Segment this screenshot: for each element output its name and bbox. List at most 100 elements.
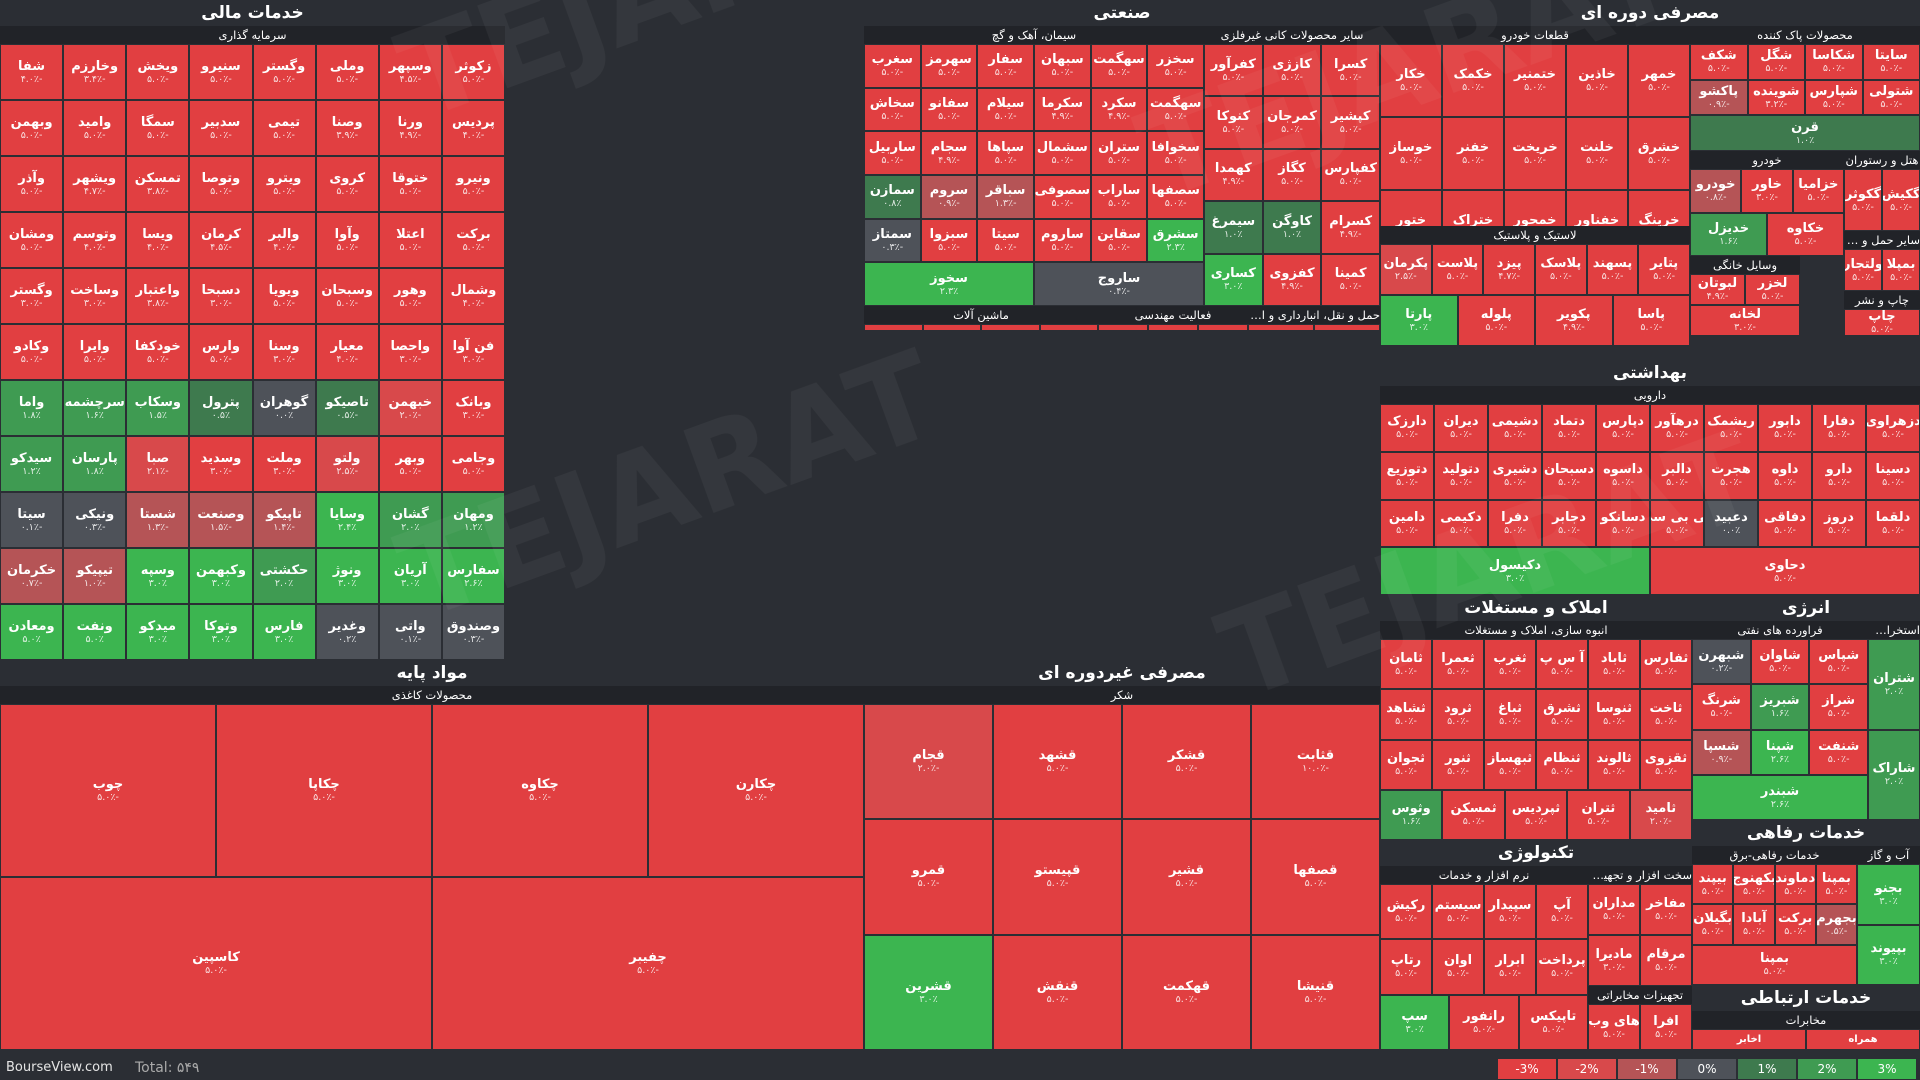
stock-tile[interactable]: ونیرو -۵.۰٪	[441, 156, 505, 212]
stock-tile[interactable]: وملت -۳.۰٪	[252, 436, 316, 492]
stock-tile[interactable]: وسکاب ۱.۵٪	[126, 380, 190, 436]
stock-tile[interactable]: کفپارس -۵.۰٪	[1321, 148, 1380, 202]
stock-tile[interactable]: سیتا -۰.۱٪	[0, 492, 64, 548]
stock-tile[interactable]: ثبهساز -۵.۰٪	[1484, 739, 1536, 790]
stock-tile[interactable]: قنقش -۵.۰٪	[993, 934, 1122, 1050]
stock-tile[interactable]: واما ۱.۸٪	[0, 380, 64, 436]
stock-tile[interactable]: پاسا -۵.۰٪	[1612, 295, 1690, 346]
stock-tile[interactable]: شفا -۴.۰٪	[0, 44, 64, 100]
stock-tile[interactable]: بپیوند ۳.۰٪	[1857, 924, 1920, 985]
stock-tile[interactable]: خکمک -۵.۰٪	[1442, 44, 1504, 117]
stock-tile[interactable]: سکرما -۴.۹٪	[1033, 87, 1091, 132]
stock-tile[interactable]: دسبحان -۵.۰٪	[1542, 451, 1596, 500]
stock-tile[interactable]: سصوفی -۵.۰٪	[1033, 174, 1091, 219]
stock-tile[interactable]: خکاوه -۵.۰٪	[1767, 212, 1844, 256]
stock-tile[interactable]: واتی -۰.۱٪	[378, 604, 442, 660]
stock-tile[interactable]: دالبر -۵.۰٪	[1650, 451, 1704, 500]
stock-tile[interactable]: حکشتی ۲.۰٪	[252, 548, 316, 604]
stock-tile[interactable]: ثنظام -۵.۰٪	[1536, 739, 1588, 790]
stock-tile[interactable]: ونیکی -۰.۳٪	[63, 492, 127, 548]
stock-tile[interactable]: سروم -۰.۹٪	[920, 174, 978, 219]
stock-tile[interactable]: وگستر -۵.۰٪	[252, 44, 316, 100]
stock-tile[interactable]: ساروم -۵.۰٪	[1033, 218, 1091, 263]
stock-tile[interactable]: شپاس -۵.۰٪	[1809, 639, 1868, 685]
stock-tile[interactable]: آپ -۵.۰٪	[1536, 884, 1588, 940]
stock-tile[interactable]: ختوقا -۵.۰٪	[378, 156, 442, 212]
stock-tile[interactable]: ثنور -۵.۰٪	[1432, 739, 1484, 790]
stock-tile[interactable]: سشرق ۲.۳٪	[1147, 218, 1204, 263]
stock-tile[interactable]: رتکو-۵.۰٪	[1098, 324, 1148, 330]
stock-tile[interactable]: وبهمن -۵.۰٪	[0, 100, 64, 156]
stock-tile[interactable]: قمرو -۵.۰٪	[864, 819, 993, 935]
stock-tile[interactable]: ومشان -۵.۰٪	[0, 212, 64, 268]
stock-tile[interactable]: وگستر -۳.۰٪	[0, 268, 64, 324]
stock-tile[interactable]: تاپیکو -۱.۴٪	[252, 492, 316, 548]
stock-tile[interactable]: دامین -۵.۰٪	[1380, 499, 1434, 548]
stock-tile[interactable]: گشان ۲.۰٪	[378, 492, 442, 548]
stock-tile[interactable]: ثفارس -۵.۰٪	[1640, 639, 1692, 690]
stock-tile[interactable]: تمسکن -۳.۸٪	[126, 156, 190, 212]
stock-tile[interactable]: وکادو -۵.۰٪	[0, 324, 64, 380]
stock-tile[interactable]: شگل -۵.۰٪	[1747, 44, 1805, 80]
stock-tile[interactable]: قثابت -۱۰.۰٪	[1251, 704, 1380, 820]
stock-tile[interactable]: وآوا -۵.۰٪	[315, 212, 379, 268]
stock-tile[interactable]: پاکشو -۰.۹٪	[1690, 79, 1748, 116]
stock-tile[interactable]: چکارن -۵.۰٪	[648, 704, 864, 877]
stock-tile[interactable]: ساروج -۰.۴٪	[1034, 262, 1204, 306]
stock-tile[interactable]: دشیری -۵.۰٪	[1488, 451, 1542, 500]
stock-tile[interactable]: سایتا -۵.۰٪	[1862, 44, 1920, 80]
stock-tile[interactable]: خمهر -۵.۰٪	[1628, 44, 1690, 117]
stock-tile[interactable]: ثامان -۵.۰٪	[1380, 639, 1432, 690]
stock-tile[interactable]: بگیلان -۵.۰٪	[1692, 904, 1734, 945]
industry-title[interactable]: دارویی	[1380, 386, 1920, 404]
stock-tile[interactable]: دکیمی -۵.۰٪	[1434, 499, 1488, 548]
industry-title[interactable]: مخابرات	[1692, 1011, 1920, 1029]
stock-tile[interactable]: دعبید ۰.۰٪	[1704, 499, 1758, 548]
industry-title[interactable]: استخراج نفت	[1868, 621, 1920, 639]
stock-tile[interactable]: ویویا -۵.۰٪	[252, 268, 316, 324]
stock-tile[interactable]: وخارزم -۳.۴٪	[63, 44, 127, 100]
stock-tile[interactable]: سیستم -۵.۰٪	[1432, 884, 1484, 940]
stock-tile[interactable]: ویترو -۵.۰٪	[252, 156, 316, 212]
stock-tile[interactable]: قپیستو -۵.۰٪	[993, 819, 1122, 935]
stock-tile[interactable]: وغدیر ۰.۲٪	[315, 604, 379, 660]
stock-tile[interactable]: وساخت -۳.۰٪	[63, 268, 127, 324]
industry-title[interactable]: خودرو	[1690, 151, 1844, 169]
stock-tile[interactable]: اوان -۵.۰٪	[1432, 939, 1484, 995]
stock-tile[interactable]: میدکو ۳.۰٪	[126, 604, 190, 660]
stock-tile[interactable]: ویسا -۴.۰٪	[126, 212, 190, 268]
stock-tile[interactable]: ساربیل -۵.۰٪	[864, 131, 921, 175]
stock-tile[interactable]: رتاپ -۵.۰٪	[1380, 939, 1432, 995]
industry-title[interactable]: ماشین آلات	[864, 306, 1098, 324]
stock-tile[interactable]: شوینده -۳.۲٪	[1747, 79, 1805, 116]
stock-tile[interactable]: فارس ۳.۰٪	[252, 604, 316, 660]
stock-tile[interactable]: خکار -۵.۰٪	[1380, 44, 1442, 117]
stock-tile[interactable]: فن آوا -۳.۰٪	[441, 324, 505, 380]
stock-tile[interactable]: سیدکو ۱.۲٪	[0, 436, 64, 492]
stock-tile[interactable]: ثشاهد -۵.۰٪	[1380, 689, 1432, 740]
stock-tile[interactable]: سفارس ۲.۶٪	[441, 548, 505, 604]
stock-tile[interactable]: شتران ۲.۰٪	[1868, 639, 1920, 730]
stock-tile[interactable]: قشهد -۵.۰٪	[993, 704, 1122, 820]
stock-tile[interactable]: کاوگن ۱.۰٪	[1262, 201, 1322, 254]
stock-tile[interactable]: سفانو -۵.۰٪	[920, 87, 978, 132]
stock-tile[interactable]: ستران -۵.۰٪	[1090, 131, 1148, 175]
stock-tile[interactable]: سجام -۴.۹٪	[920, 131, 978, 175]
stock-tile[interactable]: بمپنا -۵.۰٪	[1692, 944, 1857, 985]
stock-tile[interactable]: پلاسک -۵.۰٪	[1534, 244, 1587, 295]
stock-tile[interactable]: گکیش -۵.۰٪	[1882, 169, 1920, 231]
stock-tile[interactable]: داوه -۵.۰٪	[1758, 451, 1812, 500]
stock-tile[interactable]: وامید -۵.۰٪	[63, 100, 127, 156]
stock-tile[interactable]: شراز -۵.۰٪	[1809, 684, 1868, 730]
stock-tile[interactable]: ورنا -۴.۹٪	[378, 100, 442, 156]
stock-tile[interactable]: دفارا -۵.۰٪	[1812, 404, 1866, 452]
stock-tile[interactable]: قهکمت -۵.۰٪	[1122, 934, 1251, 1050]
stock-tile[interactable]: افرا -۵.۰٪	[1640, 1004, 1692, 1050]
stock-tile[interactable]: پترول ۰.۵٪	[189, 380, 253, 436]
stock-tile[interactable]: کسرا -۵.۰٪	[1321, 44, 1380, 97]
stock-tile[interactable]: ویشهر -۴.۷٪	[63, 156, 127, 212]
industry-title[interactable]: خدمات رفاهی-برق	[1692, 846, 1857, 864]
stock-tile[interactable]: کفزوی -۴.۹٪	[1262, 253, 1322, 306]
stock-tile[interactable]: پکویر -۴.۹٪	[1535, 295, 1613, 346]
stock-tile[interactable]: واحصا -۳.۰٪	[378, 324, 442, 380]
